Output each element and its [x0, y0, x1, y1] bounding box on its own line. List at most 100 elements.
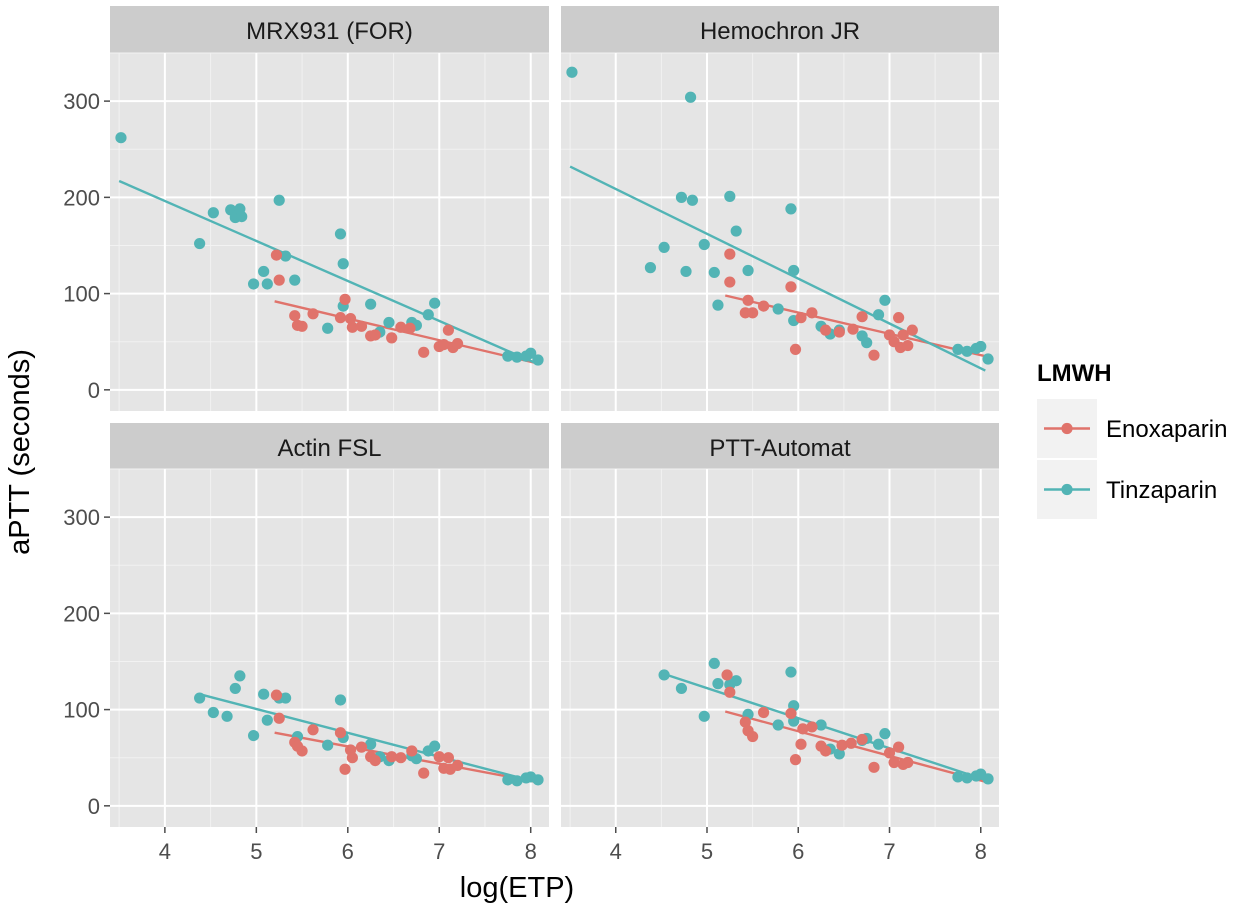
data-point-tinzaparin: [833, 748, 845, 760]
data-point-enoxaparin: [795, 312, 807, 324]
facet-strip: [561, 6, 999, 53]
data-point-enoxaparin: [742, 294, 754, 306]
data-point-enoxaparin: [355, 320, 368, 332]
y-tick-label: 200: [63, 601, 100, 626]
data-point-tinzaparin: [712, 678, 724, 690]
data-point-tinzaparin: [861, 337, 873, 349]
data-point-tinzaparin: [982, 353, 994, 365]
data-point-tinzaparin: [247, 278, 260, 290]
data-point-tinzaparin: [982, 773, 994, 785]
facet-panel: Actin FSL 0 100 200 300 4 5 6 7 8: [63, 423, 549, 864]
data-point-enoxaparin: [833, 326, 845, 338]
data-point-tinzaparin: [675, 682, 688, 695]
data-point-enoxaparin: [806, 307, 818, 319]
data-point-tinzaparin: [961, 345, 973, 357]
data-point-enoxaparin: [856, 311, 868, 323]
data-point-tinzaparin: [675, 191, 688, 203]
data-point-enoxaparin: [724, 686, 736, 698]
x-tick-label: 5: [250, 839, 262, 864]
data-point-tinzaparin: [788, 264, 800, 277]
data-point-tinzaparin: [879, 294, 891, 306]
data-point-tinzaparin: [221, 710, 233, 722]
data-point-enoxaparin: [273, 274, 285, 286]
data-point-tinzaparin: [879, 728, 891, 740]
data-point-enoxaparin: [906, 324, 918, 336]
data-point-enoxaparin: [334, 727, 347, 739]
legend-label: Tinzaparin: [1106, 477, 1217, 504]
data-point-tinzaparin: [730, 675, 742, 687]
data-point-enoxaparin: [395, 752, 407, 764]
data-point-tinzaparin: [429, 297, 441, 309]
data-point-enoxaparin: [433, 751, 445, 763]
panel-background: [110, 53, 549, 411]
data-point-tinzaparin: [247, 729, 260, 742]
data-point-tinzaparin: [502, 774, 514, 786]
fit-line-tinzaparin: [569, 165, 986, 372]
y-tick-label: 200: [63, 185, 100, 210]
facet-panel: Hemochron JR: [561, 6, 999, 411]
data-point-tinzaparin: [207, 207, 219, 219]
facet-strip-title: Actin FSL: [277, 435, 381, 462]
data-point-tinzaparin: [658, 241, 670, 253]
data-point-enoxaparin: [795, 738, 807, 750]
panel-background: [561, 469, 999, 827]
facet-strip-title: MRX931 (FOR): [246, 18, 413, 45]
data-point-enoxaparin: [747, 307, 759, 319]
data-point-enoxaparin: [438, 338, 450, 351]
legend: LMWH Enoxaparin Tinzaparin: [1037, 360, 1227, 519]
data-point-tinzaparin: [684, 91, 697, 103]
x-axis-title: log(ETP): [460, 872, 574, 904]
data-point-enoxaparin: [883, 747, 896, 759]
data-point-tinzaparin: [207, 706, 219, 719]
data-point-enoxaparin: [847, 323, 859, 335]
data-point-enoxaparin: [442, 324, 454, 336]
fit-line-tinzaparin: [118, 179, 536, 364]
data-point-tinzaparin: [115, 132, 127, 144]
data-point-tinzaparin: [952, 771, 964, 783]
data-point-tinzaparin: [785, 666, 797, 678]
data-point-enoxaparin: [721, 669, 733, 681]
data-point-tinzaparin: [273, 194, 285, 206]
data-point-tinzaparin: [680, 265, 692, 278]
legend-label: Enoxaparin: [1106, 416, 1227, 443]
facet-panel: PTT-Automat 4 5 6 7 8: [561, 423, 999, 864]
x-tick-label: 7: [883, 839, 895, 864]
legend-items: Enoxaparin Tinzaparin: [1037, 399, 1227, 519]
data-point-enoxaparin: [724, 248, 736, 260]
y-tick-label: 100: [63, 698, 100, 723]
legend-title: LMWH: [1037, 360, 1112, 387]
data-point-tinzaparin: [772, 719, 784, 731]
data-point-enoxaparin: [856, 733, 868, 746]
data-point-enoxaparin: [820, 745, 832, 757]
data-point-enoxaparin: [739, 716, 751, 728]
data-point-tinzaparin: [658, 669, 670, 681]
panel-background: [110, 469, 549, 827]
data-point-tinzaparin: [566, 66, 578, 78]
data-point-enoxaparin: [339, 763, 351, 775]
data-point-enoxaparin: [442, 752, 454, 764]
data-point-tinzaparin: [532, 774, 544, 786]
data-point-enoxaparin: [845, 737, 857, 749]
facet-strip: [110, 423, 549, 469]
data-point-enoxaparin: [724, 276, 736, 288]
data-point-enoxaparin: [307, 724, 319, 736]
data-point-tinzaparin: [724, 190, 736, 202]
data-point-enoxaparin: [289, 310, 301, 322]
facet-panel: MRX931 (FOR) 0 100 200 300: [63, 6, 549, 411]
data-point-tinzaparin: [961, 772, 973, 784]
data-point-enoxaparin: [797, 723, 809, 735]
data-point-enoxaparin: [789, 754, 802, 766]
data-point-tinzaparin: [525, 347, 537, 359]
data-point-enoxaparin: [334, 312, 347, 324]
data-point-tinzaparin: [872, 738, 885, 750]
data-point-tinzaparin: [772, 303, 784, 315]
data-point-tinzaparin: [234, 670, 246, 682]
x-tick-label: 6: [342, 839, 354, 864]
data-point-tinzaparin: [194, 692, 206, 704]
data-point-tinzaparin: [258, 265, 270, 278]
data-point-tinzaparin: [742, 264, 754, 277]
data-point-enoxaparin: [868, 349, 880, 361]
y-tick-label: 300: [63, 505, 100, 530]
data-point-enoxaparin: [902, 756, 914, 769]
data-point-tinzaparin: [194, 237, 206, 250]
